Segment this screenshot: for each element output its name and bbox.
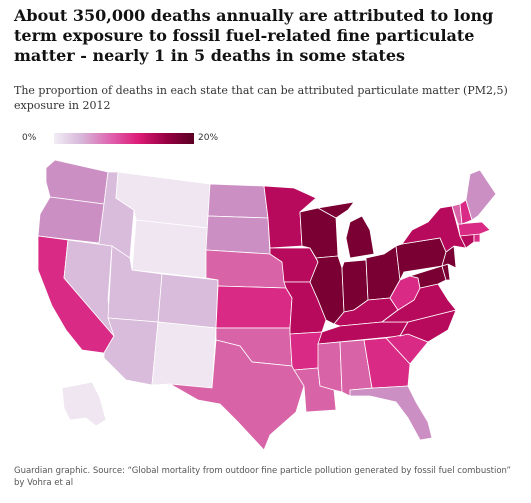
us-choropleth-map [0,150,531,451]
chart-title: About 350,000 deaths annually are attrib… [14,6,494,65]
state-me[interactable] [465,169,497,221]
state-il[interactable] [309,255,345,325]
chart-subtitle: The proportion of deaths in each state t… [14,84,508,112]
state-nm[interactable] [151,321,217,389]
color-legend: 0% 20% [14,131,244,147]
legend-min-label: 0% [22,133,37,143]
state-tx[interactable] [169,339,305,451]
state-az[interactable] [103,317,159,386]
legend-gradient-bar [54,133,194,144]
state-fl[interactable] [349,385,433,441]
state-ms[interactable] [317,341,343,393]
legend-max-label: 20% [198,133,219,143]
state-mi[interactable] [316,201,375,259]
state-or[interactable] [37,196,105,244]
state-ak[interactable] [61,381,107,427]
state-co[interactable] [157,273,219,329]
state-ma[interactable] [457,221,491,237]
source-note: Guardian graphic. Source: “Global mortal… [14,466,511,488]
state-ri[interactable] [473,233,481,243]
state-nd[interactable] [207,183,269,219]
state-wy[interactable] [131,219,209,279]
state-ar[interactable] [289,331,323,371]
state-sd[interactable] [205,215,271,255]
state-ks[interactable] [215,285,293,329]
